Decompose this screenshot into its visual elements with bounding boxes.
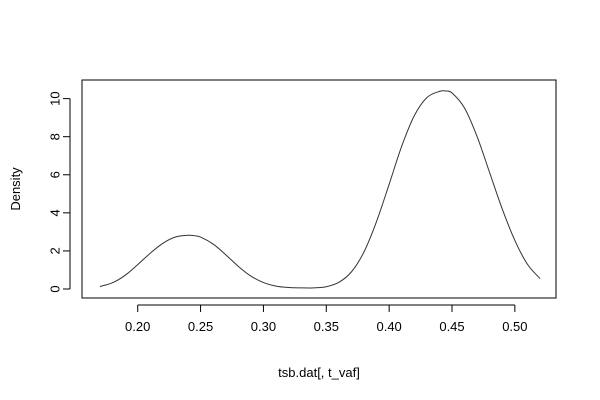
- y-axis-title: Density: [8, 167, 23, 211]
- x-tick-label: 0.40: [376, 319, 401, 334]
- y-tick-label: 10: [48, 91, 63, 105]
- x-tick-label: 0.20: [125, 319, 150, 334]
- x-axis-title: tsb.dat[, t_vaf]: [278, 365, 360, 380]
- y-tick-label: 6: [48, 171, 63, 178]
- x-tick-label: 0.50: [502, 319, 527, 334]
- y-tick-label: 0: [48, 285, 63, 292]
- density-line: [99, 90, 541, 289]
- x-tick-label: 0.45: [439, 319, 464, 334]
- y-tick-label: 8: [48, 133, 63, 140]
- x-tick-label: 0.30: [251, 319, 276, 334]
- y-tick-label: 2: [48, 247, 63, 254]
- plot-frame: [81, 79, 557, 299]
- x-tick-label: 0.25: [188, 319, 213, 334]
- y-axis: 0 2 4 6 8 10: [48, 91, 71, 293]
- x-axis: 0.20 0.25 0.30 0.35 0.40 0.45 0.50: [125, 304, 528, 334]
- y-tick-label: 4: [48, 209, 63, 216]
- x-tick-label: 0.35: [314, 319, 339, 334]
